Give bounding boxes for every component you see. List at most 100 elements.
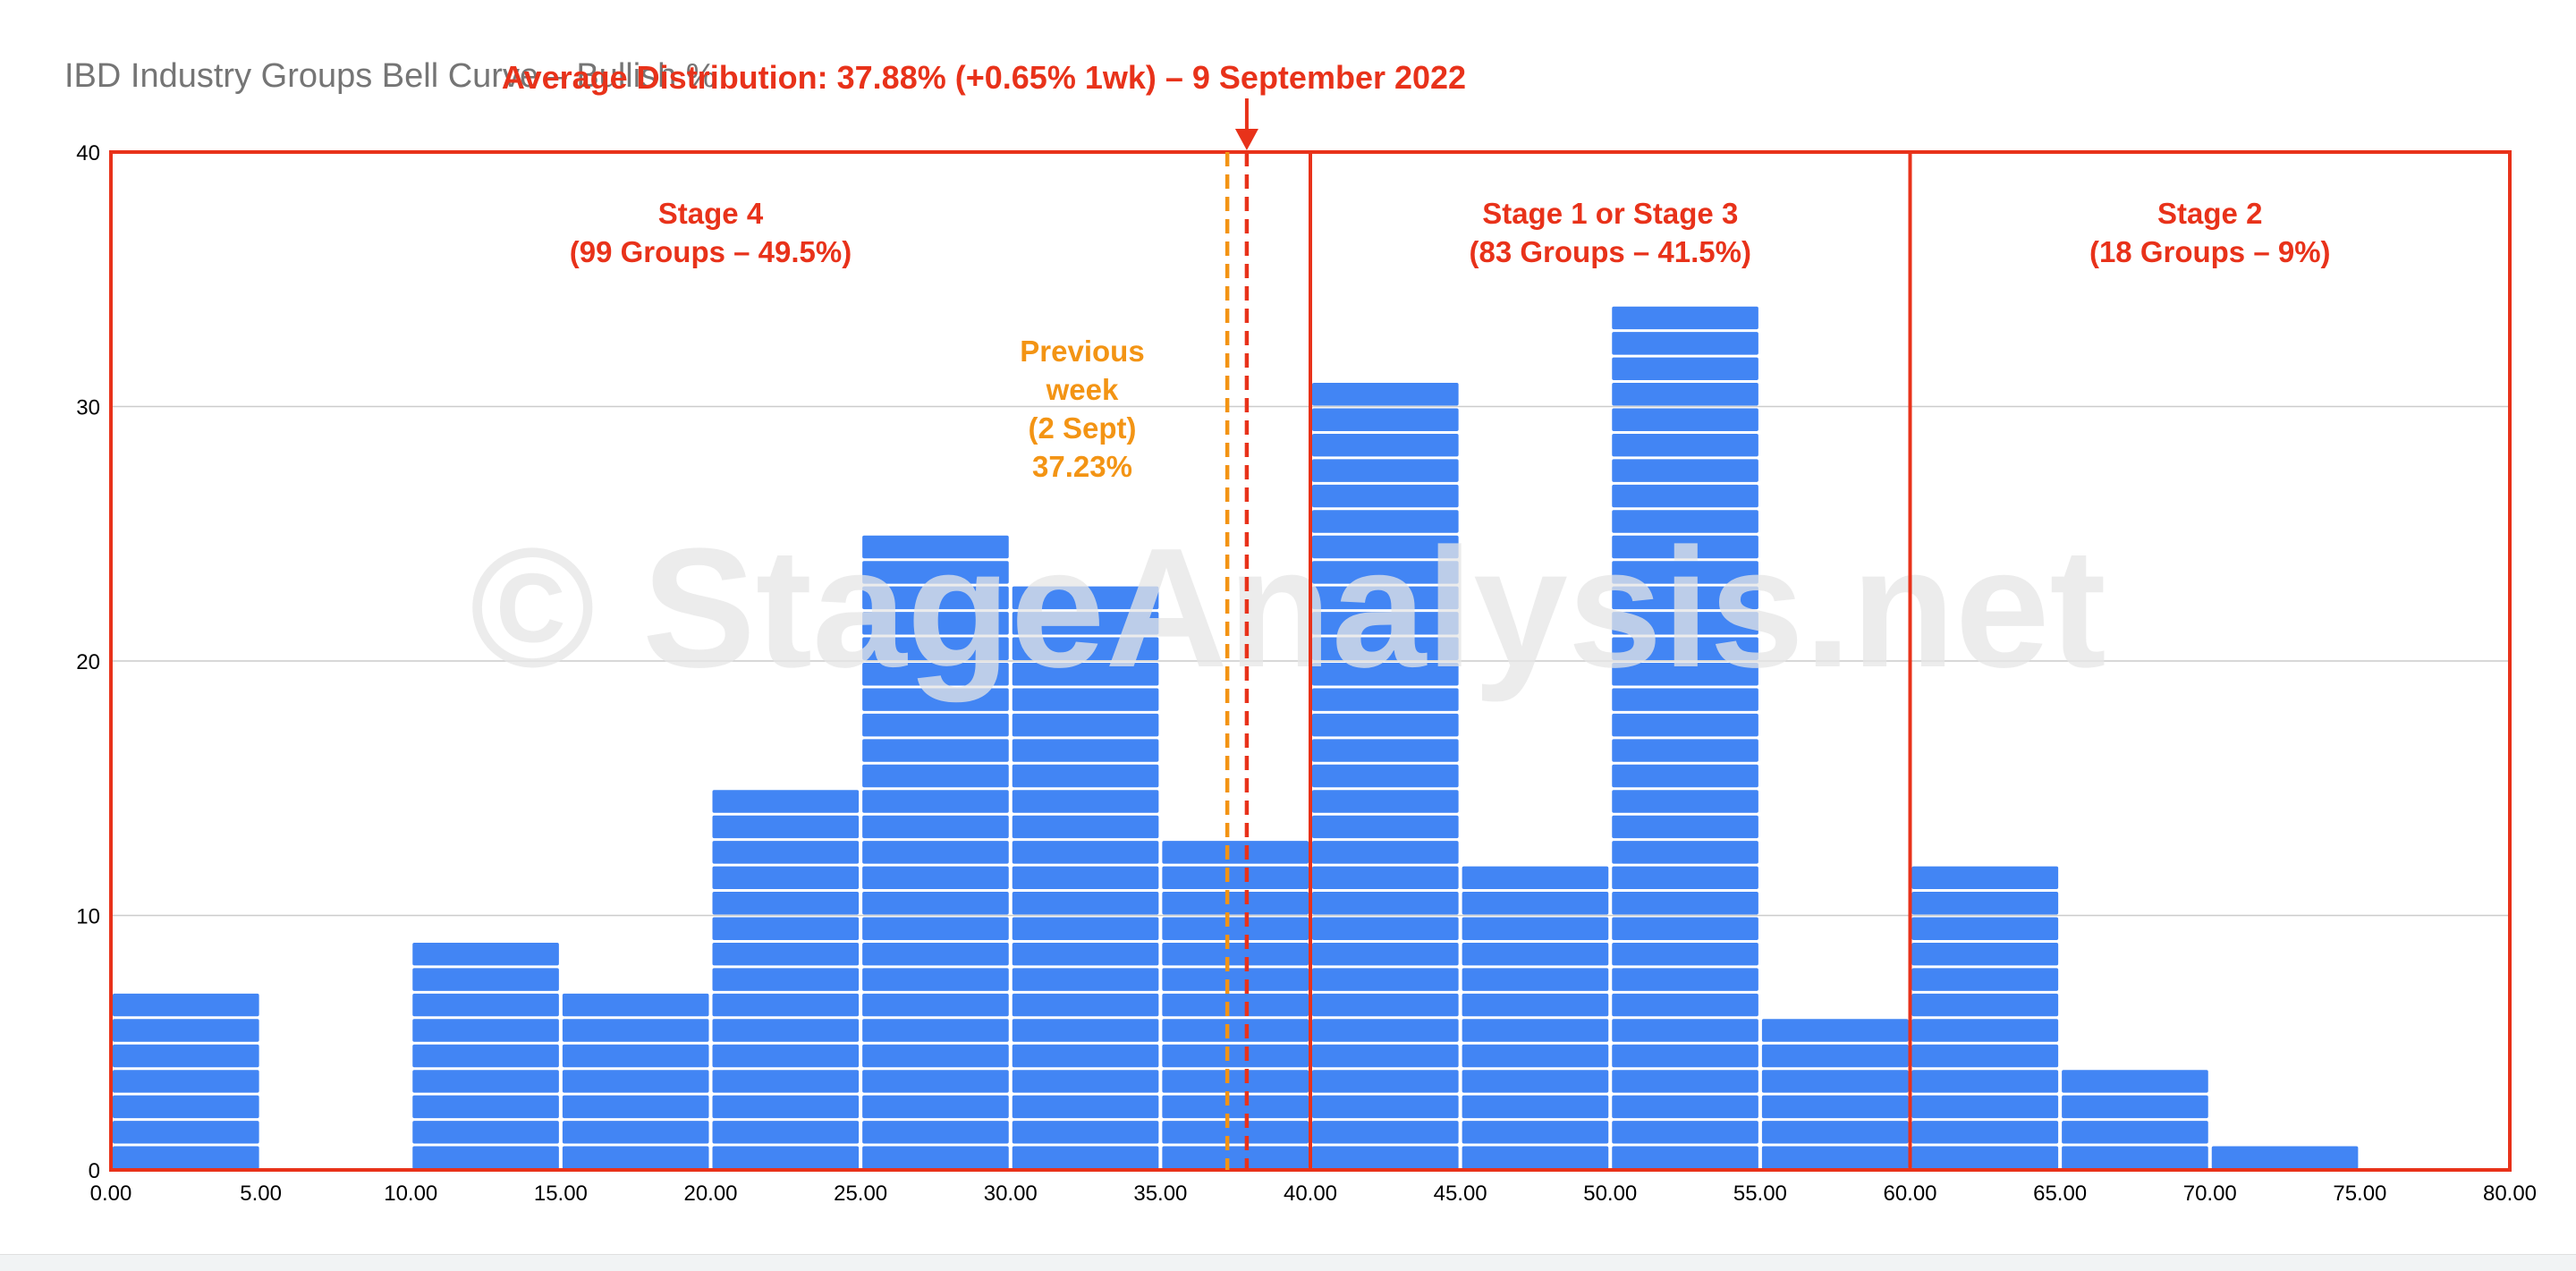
bar-segment — [1012, 739, 1159, 762]
bar — [1162, 841, 1309, 1169]
bar-segment — [1312, 942, 1459, 966]
bar-segment — [1312, 433, 1459, 457]
bar-segment — [1312, 713, 1459, 737]
bar-segment — [862, 866, 1009, 890]
bar-segment — [562, 1146, 709, 1169]
bar-segment — [1612, 739, 1758, 762]
bar-segment — [1162, 1019, 1309, 1042]
bar-segment — [712, 815, 860, 839]
bar-segment — [712, 1095, 860, 1119]
bar-segment — [1761, 1070, 1909, 1093]
x-tick-label: 45.00 — [1434, 1182, 1487, 1206]
bar-segment — [1911, 1146, 2059, 1169]
bar-segment — [1162, 1070, 1309, 1093]
bar-segment — [1162, 1044, 1309, 1068]
bar-segment — [712, 1044, 860, 1068]
bar-segment — [862, 993, 1009, 1017]
bar-segment — [1012, 713, 1159, 737]
bar-segment — [2062, 1070, 2208, 1093]
bar-segment — [1612, 917, 1758, 940]
bar-segment — [862, 739, 1009, 762]
x-tick-label: 0.00 — [90, 1182, 132, 1206]
x-tick-label: 70.00 — [2183, 1182, 2237, 1206]
bar — [562, 993, 709, 1169]
bar-segment — [1312, 968, 1459, 991]
bar-segment — [1462, 968, 1609, 991]
x-tick-label: 40.00 — [1284, 1182, 1337, 1206]
bar-segment — [1612, 713, 1758, 737]
bar-segment — [1462, 1070, 1609, 1093]
bar-segment — [862, 612, 1009, 635]
bar-segment — [1312, 637, 1459, 660]
bar-segment — [1312, 1095, 1459, 1119]
bar-segment — [1612, 866, 1758, 890]
bar-segment — [712, 1121, 860, 1144]
stage-label: Stage 4 — [658, 197, 764, 230]
x-tick-label: 60.00 — [1883, 1182, 1936, 1206]
bar — [1312, 383, 1459, 1169]
bar-segment — [1162, 841, 1309, 864]
bar-segment — [1761, 1095, 1909, 1119]
bar-segment — [1612, 510, 1758, 533]
x-tick-label: 30.00 — [984, 1182, 1038, 1206]
bar-segment — [862, 841, 1009, 864]
average-arrow-head-icon — [1234, 129, 1258, 150]
bar-segment — [412, 993, 559, 1017]
stage-detail: (18 Groups – 9%) — [2089, 235, 2331, 268]
bar-segment — [712, 1019, 860, 1042]
x-tick-label: 75.00 — [2333, 1182, 2386, 1206]
bar-segment — [712, 917, 860, 940]
bar-segment — [1312, 510, 1459, 533]
bar-segment — [862, 1044, 1009, 1068]
x-tick-label: 80.00 — [2483, 1182, 2537, 1206]
bar-segment — [1612, 408, 1758, 431]
bar-segment — [862, 1146, 1009, 1169]
bar-segment — [1612, 433, 1758, 457]
bar-segment — [1012, 663, 1159, 686]
stage-label: Stage 1 or Stage 3 — [1482, 197, 1738, 230]
bar — [113, 993, 259, 1169]
bar — [1761, 1019, 1909, 1169]
bar-segment — [1312, 815, 1459, 839]
bar-segment — [1312, 1121, 1459, 1144]
bar-segment — [1012, 993, 1159, 1017]
y-tick-label: 10 — [76, 905, 100, 929]
bar-segment — [1012, 892, 1159, 915]
bar-segment — [1012, 1070, 1159, 1093]
bar-segment — [1462, 942, 1609, 966]
bar — [2211, 1146, 2359, 1169]
bar-segment — [1162, 942, 1309, 966]
bar-segment — [1612, 993, 1758, 1017]
bar-segment — [1462, 993, 1609, 1017]
bar-segment — [1312, 1070, 1459, 1093]
bar-segment — [862, 892, 1009, 915]
bar-segment — [1312, 459, 1459, 482]
chart-title: IBD Industry Groups Bell Curve – Bullish… — [64, 57, 716, 95]
bar-segment — [1462, 1146, 1609, 1169]
bar-segment — [712, 866, 860, 890]
average-distribution-title: Average Distribution: 37.88% (+0.65% 1wk… — [501, 59, 1467, 96]
bar-segment — [1312, 841, 1459, 864]
bar-segment — [113, 1146, 259, 1169]
bar-segment — [862, 713, 1009, 737]
bar-segment — [1612, 332, 1758, 355]
bar-segment — [862, 942, 1009, 966]
bar-segment — [1312, 1146, 1459, 1169]
bar-segment — [1012, 612, 1159, 635]
bar-segment — [862, 1019, 1009, 1042]
bar-segment — [1012, 815, 1159, 839]
bar-segment — [1012, 1146, 1159, 1169]
bar-segment — [1462, 1019, 1609, 1042]
bar-segment — [712, 942, 860, 966]
bar-segment — [1312, 739, 1459, 762]
bar-segment — [1312, 993, 1459, 1017]
bar — [1911, 866, 2059, 1169]
bar — [1012, 586, 1159, 1169]
bar-segment — [1312, 408, 1459, 431]
stage-detail: (83 Groups – 41.5%) — [1470, 235, 1751, 268]
bar-segment — [862, 663, 1009, 686]
y-tick-label: 30 — [76, 396, 100, 420]
bar-segment — [862, 815, 1009, 839]
bar-segment — [862, 535, 1009, 559]
bar — [1462, 866, 1609, 1169]
